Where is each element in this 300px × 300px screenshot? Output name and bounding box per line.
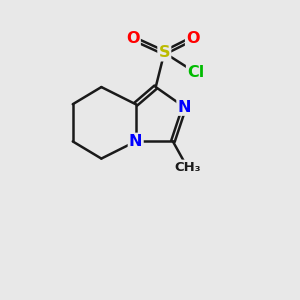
Text: Cl: Cl	[187, 65, 204, 80]
Text: O: O	[186, 31, 200, 46]
Text: O: O	[126, 31, 140, 46]
Text: CH₃: CH₃	[174, 161, 200, 174]
Text: S: S	[159, 45, 170, 60]
Text: N: N	[129, 134, 142, 149]
Text: N: N	[178, 100, 191, 115]
